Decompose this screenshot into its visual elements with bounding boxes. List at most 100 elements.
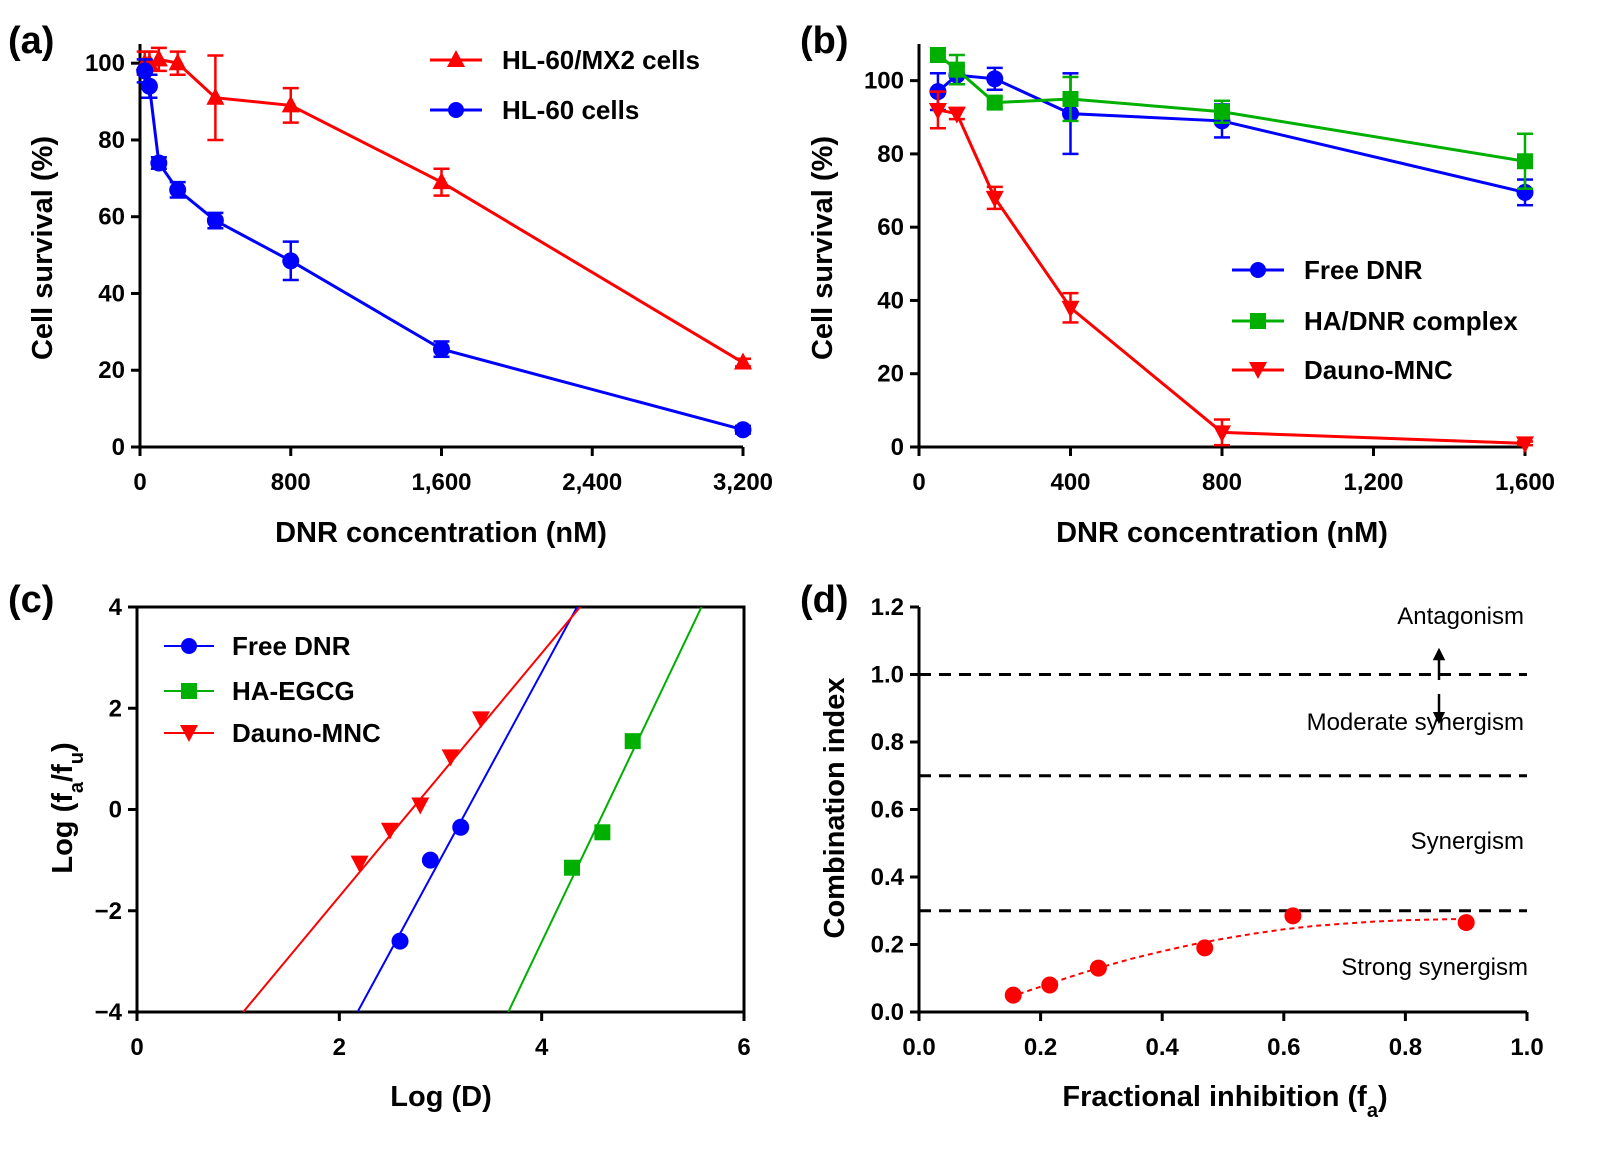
data-point-a-1 (136, 62, 154, 80)
series-a-0 (135, 46, 752, 370)
y-tick-label-c: 0 (109, 797, 122, 824)
plot-d: 0.0 0.2 0.4 0.6 0.8 1.0 0.0 0.2 0.4 0.6 0.8 1.0 1.2 (871, 594, 1544, 1061)
y-tick-label-a: 60 (98, 204, 125, 231)
legend-c-2-marker (180, 725, 198, 742)
data-point-b-2 (1516, 436, 1534, 454)
panel-a: (a) HL-60/MX2 cells HL-60 cells DNR conc… (8, 20, 700, 549)
y-tick-label-c: −2 (95, 898, 122, 925)
panel-d: (d) Antagonism Moderate synergism Synerg… (800, 579, 1528, 1122)
series-b-0 (929, 64, 1534, 207)
legend-a-1-marker (448, 102, 464, 118)
data-point-d-0 (1089, 959, 1107, 977)
data-point-a-1 (206, 212, 224, 230)
data-point-b-2 (947, 106, 966, 124)
y-tick-label-d: 0.4 (871, 864, 905, 891)
legend-b-1-marker (1250, 313, 1266, 329)
ylabel-c-slash: /f (47, 764, 79, 782)
panel-a-legend: HL-60/MX2 cells HL-60 cells (430, 45, 700, 125)
x-tick-label-c: 2 (333, 1034, 346, 1061)
data-point-b-2 (928, 102, 947, 120)
legend-c-0-label: Free DNR (232, 631, 351, 661)
region-strong-synergism: Strong synergism (1341, 954, 1528, 981)
fit-line-c-2 (242, 607, 581, 1012)
y-tick-label-a: 100 (85, 50, 125, 77)
data-point-c-2 (380, 822, 399, 840)
x-tick-label-d: 0.0 (902, 1034, 935, 1061)
y-tick-label-a: 0 (112, 434, 125, 461)
x-tick-label-a: 1,600 (411, 469, 471, 496)
series-c-1 (507, 607, 703, 1012)
legend-a-1-label: HL-60 cells (502, 95, 639, 125)
data-point-b-1 (986, 94, 1003, 111)
series-line-b-1 (937, 53, 1526, 163)
panel-b-label: (b) (800, 20, 849, 62)
data-point-b-1 (1517, 153, 1533, 170)
x-tick-label-d: 0.2 (1024, 1034, 1057, 1061)
x-tick-label-d: 0.8 (1389, 1034, 1422, 1061)
panel-c-frame (135, 605, 746, 1014)
data-point-c-1 (624, 733, 641, 750)
data-point-c-0 (421, 851, 439, 869)
data-point-b-1 (1214, 103, 1230, 120)
data-point-d-0 (1196, 939, 1214, 957)
data-point-a-1 (150, 154, 168, 172)
y-tick-label-c: 2 (109, 695, 122, 722)
legend-c-1-label: HA-EGCG (232, 676, 355, 706)
series-line-a-0 (144, 57, 744, 364)
legend-c-1-marker (181, 683, 197, 699)
data-point-c-2 (350, 855, 369, 873)
data-point-c-2 (411, 797, 430, 815)
y-tick-label-a: 40 (98, 280, 125, 307)
panel-a-ylabel: Cell survival (%) (27, 136, 59, 360)
region-synergism: Synergism (1411, 828, 1524, 855)
xlabel-d-text: Fractional inhibition (f (1062, 1081, 1367, 1113)
data-point-a-1 (734, 421, 752, 439)
data-point-a-0 (281, 95, 300, 113)
y-tick-label-b: 80 (877, 141, 904, 168)
panel-c-label: (c) (8, 579, 54, 621)
data-point-a-0 (432, 172, 451, 190)
x-tick-label-a: 3,200 (713, 469, 773, 496)
x-tick-label-b: 1,200 (1343, 469, 1403, 496)
data-point-a-0 (206, 87, 225, 105)
data-point-c-0 (391, 932, 409, 950)
data-point-c-2 (441, 749, 460, 767)
y-tick-label-b: 0 (891, 434, 904, 461)
panel-b: (b) Free DNR HA/DNR complex Dauno-MNC DN… (800, 20, 1518, 549)
data-point-b-1 (948, 61, 965, 78)
panel-c-xlabel: Log (D) (390, 1081, 491, 1113)
data-point-a-1 (433, 340, 450, 358)
series-c-0 (356, 607, 578, 1012)
panel-d-ylabel: Combination index (819, 678, 851, 939)
y-tick-label-d: 0.6 (871, 797, 904, 824)
data-point-d-0 (1284, 907, 1302, 925)
x-tick-label-a: 2,400 (562, 469, 622, 496)
y-tick-label-d: 0.0 (871, 999, 904, 1026)
panel-a-label: (a) (8, 20, 54, 62)
x-tick-label-c: 4 (535, 1034, 549, 1061)
data-point-b-1 (929, 46, 946, 63)
data-point-d-0 (1004, 986, 1022, 1004)
data-point-b-2 (985, 190, 1004, 208)
series-d-0 (1004, 907, 1475, 1004)
y-tick-label-b: 40 (877, 287, 904, 314)
data-point-a-0 (149, 49, 168, 67)
legend-a-0-label: HL-60/MX2 cells (502, 45, 700, 75)
data-point-a-1 (140, 77, 158, 95)
panel-d-label: (d) (800, 579, 849, 621)
data-point-b-2 (1061, 300, 1080, 318)
y-tick-label-c: −4 (95, 999, 123, 1026)
data-point-d-0 (1457, 914, 1475, 932)
ylabel-c-sub-u: u (66, 752, 88, 764)
x-tick-label-a: 800 (271, 469, 311, 496)
panel-b-xlabel: DNR concentration (nM) (1056, 517, 1388, 549)
fit-line-c-0 (356, 607, 578, 1012)
x-tick-label-c: 0 (130, 1034, 143, 1061)
data-point-a-1 (282, 252, 300, 270)
legend-b-2-label: Dauno-MNC (1304, 355, 1453, 385)
xlabel-d-sub-a: a (1367, 1100, 1379, 1122)
legend-b-0-label: Free DNR (1304, 255, 1423, 285)
legend-b-1-label: HA/DNR complex (1304, 306, 1518, 336)
series-b-2 (928, 90, 1534, 454)
